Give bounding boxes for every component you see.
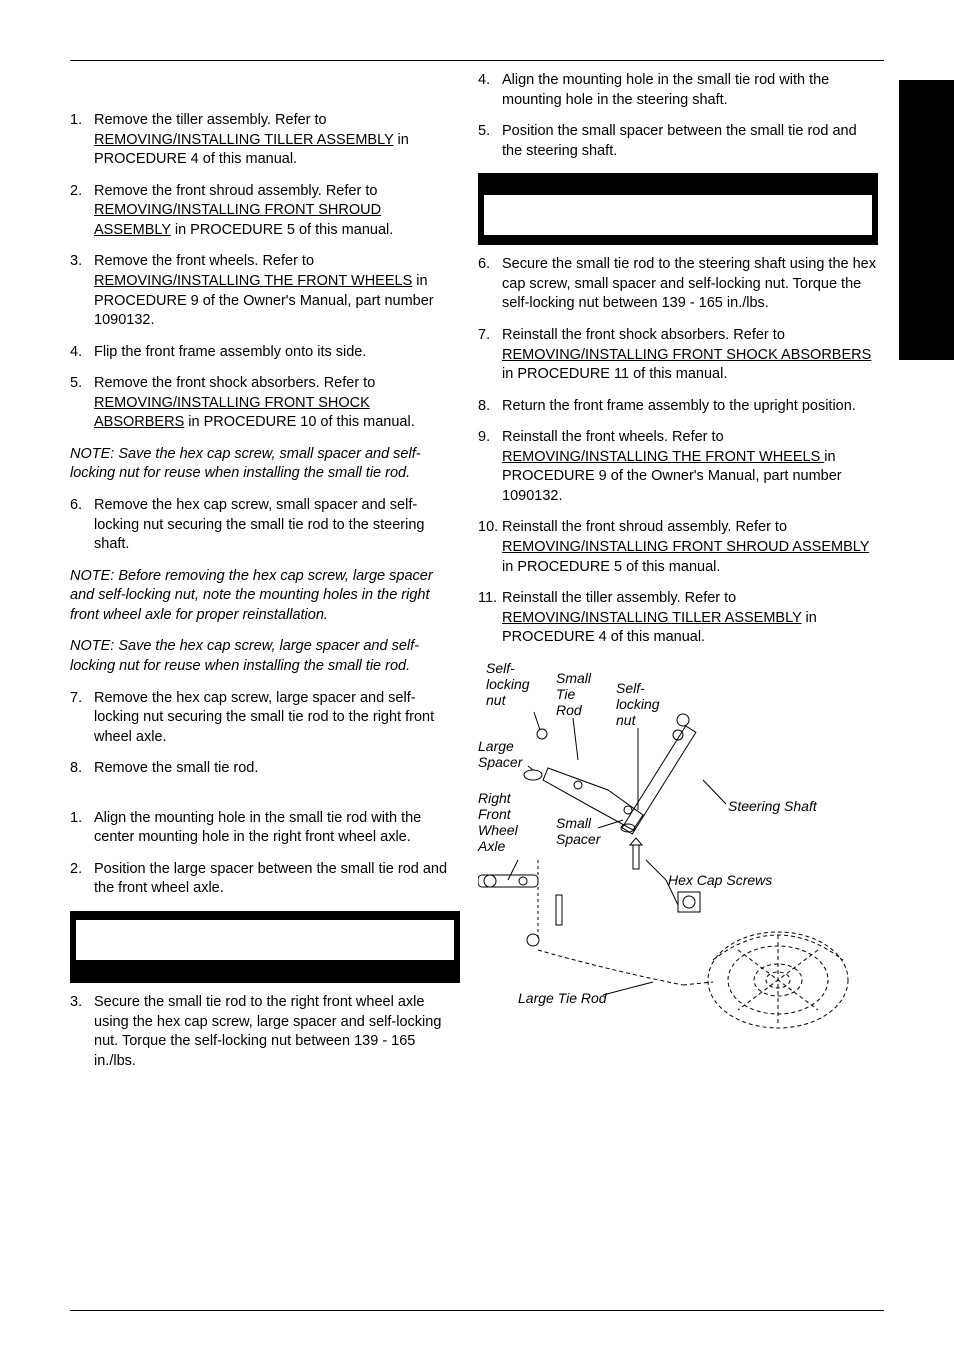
list-number: 7. [70, 689, 94, 748]
list-number: 1. [70, 111, 94, 170]
list-item: 3.Secure the small tie rod to the right … [70, 993, 460, 1071]
list-number: 8. [70, 759, 94, 779]
list-text: Return the front frame assembly to the u… [502, 397, 878, 417]
list-number: 7. [478, 326, 502, 385]
list-number: 10. [478, 518, 502, 577]
list-text: Remove the small tie rod. [94, 759, 460, 779]
list-number: 2. [70, 860, 94, 899]
page-header-rule [70, 60, 884, 61]
list-text: Align the mounting hole in the small tie… [502, 71, 878, 110]
remove-steps-c: 7.Remove the hex cap screw, large spacer… [70, 689, 460, 779]
list-number: 6. [70, 496, 94, 555]
list-item: 2.Position the large spacer between the … [70, 860, 460, 899]
list-text: Position the large spacer between the sm… [94, 860, 460, 899]
content-columns: 1.Remove the tiller assembly. Refer to R… [70, 71, 884, 1083]
list-text: Remove the tiller assembly. Refer to REM… [94, 111, 460, 170]
list-item: 3.Remove the front wheels. Refer to REMO… [70, 252, 460, 330]
list-text: Position the small spacer between the sm… [502, 122, 878, 161]
list-text: Reinstall the tiller assembly. Refer to … [502, 589, 878, 648]
list-item: 7.Remove the hex cap screw, large spacer… [70, 689, 460, 748]
install-steps-e: 3.Secure the small tie rod to the right … [70, 993, 460, 1071]
list-number: 8. [478, 397, 502, 417]
tie-rod-diagram: Self-lockingnut SmallTieRod Self-locking… [478, 660, 878, 1040]
list-number: 4. [478, 71, 502, 110]
install-steps-rb: 6.Secure the small tie rod to the steeri… [478, 255, 878, 648]
list-number: 1. [70, 809, 94, 848]
footer-rule [70, 1310, 884, 1311]
list-item: 8.Return the front frame assembly to the… [478, 397, 878, 417]
list-text: Align the mounting hole in the small tie… [94, 809, 460, 848]
note-3: NOTE: Save the hex cap screw, large spac… [70, 637, 460, 676]
list-item: 1.Align the mounting hole in the small t… [70, 809, 460, 848]
list-item: 4.Align the mounting hole in the small t… [478, 71, 878, 110]
remove-steps-b: 6.Remove the hex cap screw, small spacer… [70, 496, 460, 555]
list-text: Remove the front shock absorbers. Refer … [94, 374, 460, 433]
list-text: Reinstall the front shroud assembly. Ref… [502, 518, 878, 577]
note-2: NOTE: Before removing the hex cap screw,… [70, 567, 460, 626]
list-item: 8.Remove the small tie rod. [70, 759, 460, 779]
list-item: 6.Remove the hex cap screw, small spacer… [70, 496, 460, 555]
note-1: NOTE: Save the hex cap screw, small spac… [70, 445, 460, 484]
list-text: Secure the small tie rod to the right fr… [94, 993, 460, 1071]
list-item: 1.Remove the tiller assembly. Refer to R… [70, 111, 460, 170]
list-text: Reinstall the front shock absorbers. Ref… [502, 326, 878, 385]
list-number: 9. [478, 428, 502, 506]
caution-box-left [70, 911, 460, 983]
list-item: 10.Reinstall the front shroud assembly. … [478, 518, 878, 577]
install-steps-d: 1.Align the mounting hole in the small t… [70, 809, 460, 899]
list-item: 2.Remove the front shroud assembly. Refe… [70, 182, 460, 241]
list-number: 2. [70, 182, 94, 241]
list-item: 7.Reinstall the front shock absorbers. R… [478, 326, 878, 385]
list-text: Reinstall the front wheels. Refer to REM… [502, 428, 878, 506]
list-item: 5.Remove the front shock absorbers. Refe… [70, 374, 460, 433]
left-column: 1.Remove the tiller assembly. Refer to R… [70, 71, 460, 1083]
list-number: 4. [70, 343, 94, 363]
list-text: Remove the hex cap screw, small spacer a… [94, 496, 460, 555]
right-column: 4.Align the mounting hole in the small t… [478, 71, 878, 1083]
list-number: 3. [70, 252, 94, 330]
install-steps-ra: 4.Align the mounting hole in the small t… [478, 71, 878, 161]
remove-steps-a: 1.Remove the tiller assembly. Refer to R… [70, 111, 460, 433]
diagram-svg [478, 660, 878, 1040]
list-item: 6.Secure the small tie rod to the steeri… [478, 255, 878, 314]
list-text: Secure the small tie rod to the steering… [502, 255, 878, 314]
list-number: 6. [478, 255, 502, 314]
list-number: 5. [70, 374, 94, 433]
list-item: 5.Position the small spacer between the … [478, 122, 878, 161]
list-text: Remove the front shroud assembly. Refer … [94, 182, 460, 241]
list-item: 4.Flip the front frame assembly onto its… [70, 343, 460, 363]
list-text: Remove the front wheels. Refer to REMOVI… [94, 252, 460, 330]
list-item: 9.Reinstall the front wheels. Refer to R… [478, 428, 878, 506]
list-number: 11. [478, 589, 502, 648]
list-number: 5. [478, 122, 502, 161]
list-number: 3. [70, 993, 94, 1071]
list-text: Remove the hex cap screw, large spacer a… [94, 689, 460, 748]
list-item: 11.Reinstall the tiller assembly. Refer … [478, 589, 878, 648]
page-edge-tab [899, 80, 954, 360]
list-text: Flip the front frame assembly onto its s… [94, 343, 460, 363]
caution-box-right [478, 173, 878, 245]
